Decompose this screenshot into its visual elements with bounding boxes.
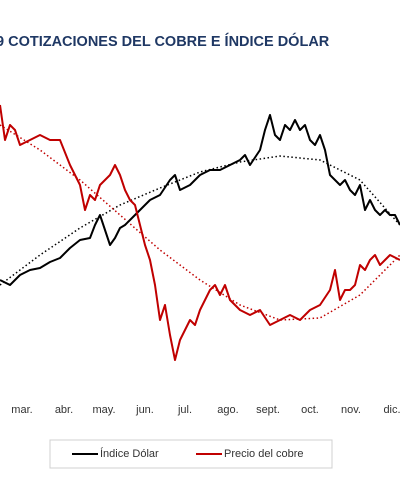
legend-label: Índice Dólar: [100, 447, 159, 460]
x-tick-label: may.: [92, 404, 115, 416]
x-tick-label: oct.: [301, 404, 319, 416]
x-tick-label: nov.: [341, 404, 361, 416]
x-tick-label: abr.: [55, 404, 73, 416]
x-tick-label: ago.: [217, 404, 238, 416]
chart-title: 9 COTIZACIONES DEL COBRE E ÍNDICE DÓLAR: [0, 32, 330, 50]
x-tick-label: sept.: [256, 404, 280, 416]
x-tick-label: jun.: [135, 404, 154, 416]
series-line: [0, 114, 400, 286]
x-tick-label: jul.: [177, 404, 192, 416]
x-tick-label: dic.: [383, 404, 400, 416]
series-line: [0, 104, 400, 361]
legend-label: Precio del cobre: [224, 448, 304, 460]
trend-line: [0, 124, 400, 321]
x-tick-label: mar.: [11, 404, 32, 416]
